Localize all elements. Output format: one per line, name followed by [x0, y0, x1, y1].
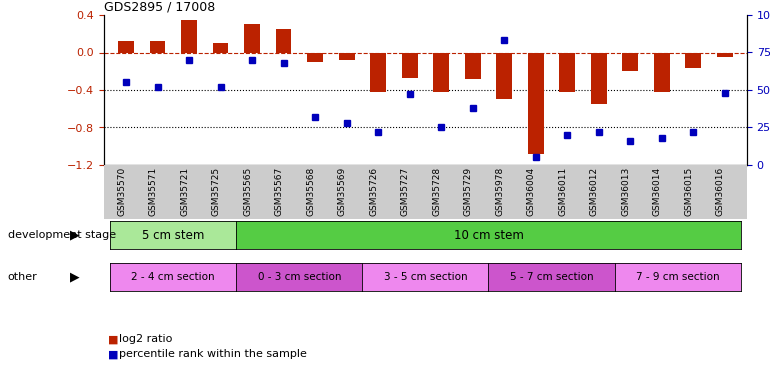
Bar	[118, 41, 134, 53]
Bar	[276, 29, 292, 52]
Bar	[528, 53, 544, 154]
Text: 0 - 3 cm section: 0 - 3 cm section	[258, 272, 341, 282]
Text: other: other	[8, 272, 38, 282]
Text: ▶: ▶	[70, 229, 79, 242]
Text: ■: ■	[108, 334, 119, 344]
Text: GSM36015: GSM36015	[685, 167, 693, 216]
Text: GSM36014: GSM36014	[653, 167, 661, 216]
Bar	[497, 53, 512, 99]
Text: GSM36013: GSM36013	[621, 167, 631, 216]
Text: 2 - 4 cm section: 2 - 4 cm section	[132, 272, 215, 282]
Text: GSM35568: GSM35568	[306, 167, 315, 216]
Text: 3 - 5 cm section: 3 - 5 cm section	[383, 272, 467, 282]
Text: GSM36012: GSM36012	[590, 167, 599, 216]
Text: ▶: ▶	[70, 270, 79, 283]
Text: 5 - 7 cm section: 5 - 7 cm section	[510, 272, 594, 282]
Text: GSM35569: GSM35569	[337, 167, 346, 216]
Text: GSM35728: GSM35728	[432, 167, 441, 216]
Text: GSM35727: GSM35727	[400, 167, 410, 216]
Text: GSM35726: GSM35726	[369, 167, 378, 216]
Text: GSM35567: GSM35567	[275, 167, 283, 216]
Bar	[244, 24, 260, 52]
Bar	[559, 53, 575, 92]
Bar	[465, 53, 480, 79]
Text: GSM35570: GSM35570	[117, 167, 126, 216]
Text: development stage: development stage	[8, 230, 115, 240]
Text: 10 cm stem: 10 cm stem	[454, 229, 524, 242]
Text: GSM36004: GSM36004	[527, 167, 536, 216]
Bar	[622, 53, 638, 71]
Text: percentile rank within the sample: percentile rank within the sample	[119, 350, 307, 359]
Text: log2 ratio: log2 ratio	[119, 334, 172, 344]
Bar	[339, 53, 354, 60]
Bar	[181, 20, 197, 53]
Bar	[654, 53, 670, 92]
Text: GSM35565: GSM35565	[243, 167, 252, 216]
Bar	[717, 53, 733, 57]
Text: GSM35978: GSM35978	[495, 167, 504, 216]
Text: ■: ■	[108, 350, 119, 359]
Bar	[685, 53, 701, 68]
Text: GDS2895 / 17008: GDS2895 / 17008	[104, 1, 215, 14]
Bar	[370, 53, 386, 92]
Bar	[307, 53, 323, 62]
Bar	[402, 53, 417, 78]
Text: GSM35571: GSM35571	[149, 167, 158, 216]
Bar	[434, 53, 449, 92]
Text: GSM35725: GSM35725	[212, 167, 220, 216]
Text: 5 cm stem: 5 cm stem	[142, 229, 205, 242]
Text: 7 - 9 cm section: 7 - 9 cm section	[636, 272, 719, 282]
Text: GSM36011: GSM36011	[558, 167, 567, 216]
Text: GSM35729: GSM35729	[464, 167, 473, 216]
Bar	[591, 53, 607, 104]
Text: GSM36016: GSM36016	[716, 167, 725, 216]
Bar	[149, 41, 166, 53]
Text: GSM35721: GSM35721	[180, 167, 189, 216]
Bar	[213, 43, 229, 52]
